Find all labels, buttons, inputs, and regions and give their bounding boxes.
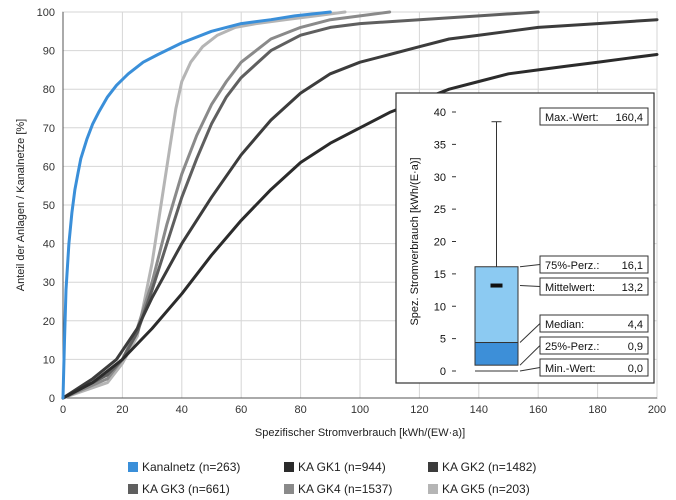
x-tick-label: 200 — [648, 404, 666, 416]
inset-y-axis-label: Spez. Stromverbrauch [kWh/(E·a)] — [409, 157, 421, 325]
legend-item-ka-gk3: KA GK3 (n=661) — [128, 482, 230, 496]
inset-label-median: Median: — [545, 319, 584, 331]
inset-label-box-max — [539, 107, 649, 126]
inset-panel — [395, 92, 655, 384]
legend-swatch — [284, 462, 294, 472]
legend-swatch — [428, 484, 438, 494]
series-line-1 — [61, 53, 659, 400]
series-line-0 — [61, 10, 332, 400]
inset-mean-marker — [490, 283, 503, 288]
x-tick-label: 180 — [588, 404, 606, 416]
x-tick-label: 40 — [176, 404, 188, 416]
inset-leader-p75 — [519, 264, 541, 268]
x-tick-label: 80 — [294, 404, 306, 416]
inset-leader-p25 — [519, 345, 541, 366]
y-tick-label: 20 — [43, 316, 55, 328]
x-tick-label: 160 — [529, 404, 547, 416]
x-tick-label: 60 — [235, 404, 247, 416]
inset-value-max: 160,4 — [615, 112, 643, 124]
inset-value-median: 4,4 — [628, 319, 643, 331]
x-tick-label: 20 — [116, 404, 128, 416]
inset-leader-median — [519, 323, 541, 343]
y-tick-label: 10 — [43, 354, 55, 366]
series-line-2 — [61, 18, 659, 400]
legend-item-ka-gk2: KA GK2 (n=1482) — [428, 460, 536, 474]
inset-label-p25: 25%-Perz.: — [545, 341, 599, 353]
inset-box-lower — [474, 342, 519, 366]
inset-box-upper — [474, 266, 519, 344]
y-tick-label: 70 — [43, 123, 55, 135]
cumulative-distribution-chart: 0 20 40 60 80 100 120 140 160 180 2000102030405060… — [15, 7, 666, 439]
inset-label-min: Min.-Wert: — [545, 363, 596, 375]
legend-label: KA GK1 (n=944) — [298, 460, 386, 474]
y-tick-label: 100 — [37, 7, 55, 19]
inset-label-max: Max.-Wert: — [545, 112, 599, 124]
legend-item-kanalnetz: Kanalnetz (n=263) — [128, 460, 240, 474]
series-line-3 — [61, 10, 540, 400]
legend-item-ka-gk5: KA GK5 (n=203) — [428, 482, 530, 496]
legend-label: KA GK3 (n=661) — [142, 482, 230, 496]
inset-y-tick-label: 40 — [434, 107, 446, 119]
inset-leader-min — [519, 367, 541, 372]
inset-value-p25: 0,9 — [628, 341, 643, 353]
legend-item-ka-gk1: KA GK1 (n=944) — [284, 460, 386, 474]
x-tick-label: 0 — [60, 404, 66, 416]
x-axis-label: Spezifischer Stromverbrauch [kWh/(EW·a)] — [255, 427, 465, 439]
legend-swatch — [128, 462, 138, 472]
y-tick-label: 40 — [43, 239, 55, 251]
legend-label: KA GK5 (n=203) — [442, 482, 530, 496]
inset-label-mean: Mittelwert: — [545, 282, 595, 294]
inset-y-tick-label: 30 — [434, 172, 446, 184]
inset-y-tick-label: 25 — [434, 204, 446, 216]
inset-y-tick-label: 10 — [434, 301, 446, 313]
legend-swatch — [284, 484, 294, 494]
inset-leader-mean — [519, 285, 541, 287]
series-line-5 — [61, 10, 347, 400]
inset-y-tick-label: 0 — [440, 366, 446, 378]
y-tick-label: 60 — [43, 161, 55, 173]
inset-y-tick-label: 15 — [434, 269, 446, 281]
y-tick-label: 30 — [43, 277, 55, 289]
inset-y-tick-label: 35 — [434, 139, 446, 151]
x-tick-label: 100 — [351, 404, 369, 416]
inset-y-tick-label: 5 — [440, 334, 446, 346]
legend-swatch — [128, 484, 138, 494]
y-tick-label: 0 — [49, 393, 55, 405]
inset-label-p75: 75%-Perz.: — [545, 260, 599, 272]
inset-value-min: 0,0 — [628, 363, 643, 375]
legend-item-ka-gk4: KA GK4 (n=1537) — [284, 482, 392, 496]
legend-swatch — [428, 462, 438, 472]
y-tick-label: 80 — [43, 84, 55, 96]
inset-value-mean: 13,2 — [622, 282, 643, 294]
y-tick-label: 90 — [43, 46, 55, 58]
x-tick-label: 140 — [470, 404, 488, 416]
x-tick-label: 120 — [410, 404, 428, 416]
y-axis-label: Anteil der Anlagen / Kanalnetze [%] — [15, 119, 27, 291]
legend-label: Kanalnetz (n=263) — [142, 460, 241, 474]
y-tick-label: 50 — [43, 200, 55, 212]
inset-y-tick-label: 20 — [434, 237, 446, 249]
legend-label: KA GK2 (n=1482) — [442, 460, 537, 474]
legend-label: KA GK4 (n=1537) — [298, 482, 393, 496]
inset-value-p75: 16,1 — [622, 260, 643, 272]
